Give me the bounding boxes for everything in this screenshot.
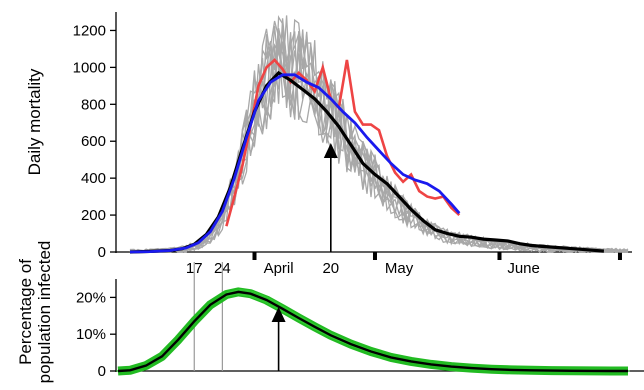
mortality-y-tick-label: 1200	[73, 22, 106, 39]
x-axis-label: June	[507, 260, 540, 277]
smoothed-line	[129, 73, 461, 254]
mortality-series	[129, 15, 629, 254]
mortality-y-tick-label: 200	[81, 207, 106, 224]
mortality-y-tick-label: 1000	[73, 59, 106, 76]
month-tick	[497, 252, 502, 260]
simulation-line	[130, 23, 629, 253]
x-axis-label: April	[264, 260, 294, 277]
infected-y-axis-label: Percentage ofpopulation infected	[16, 241, 54, 384]
mortality-y-tick-label: 800	[81, 96, 106, 113]
observed-deaths-line	[225, 58, 461, 227]
infected-y-tick-label: 0	[98, 363, 106, 380]
simulation-line	[130, 32, 629, 253]
simulation-line	[129, 25, 628, 253]
month-tick	[372, 252, 377, 260]
infected-realization	[117, 292, 628, 372]
simulation-line	[129, 27, 629, 253]
infected-y-tick-label: 10%	[76, 326, 106, 343]
infected-panel: 0 10% 20% Percentage ofpopulation infected	[16, 241, 644, 384]
infected-realization	[116, 293, 627, 372]
infected-y-tick-label: 20%	[76, 289, 106, 306]
infected-realization	[118, 290, 629, 372]
mortality-y-tick-label: 0	[98, 244, 106, 261]
model-mean-line	[129, 70, 605, 254]
x-axis-label: 20	[322, 260, 339, 277]
simulation-line	[129, 15, 628, 253]
infected-series	[116, 287, 630, 376]
simulation-line	[130, 20, 628, 254]
month-tick	[252, 252, 257, 260]
infected-axes: 0 10% 20%	[76, 262, 644, 380]
month-tick	[617, 252, 622, 260]
x-axis-label: May	[385, 260, 414, 277]
intervention-arrow-head-lower	[271, 307, 286, 322]
simulation-line	[129, 18, 628, 254]
infected-realization	[119, 288, 630, 372]
mortality-y-tick-label: 400	[81, 170, 106, 187]
mortality-y-axis-label: Daily mortality	[25, 68, 44, 175]
intervention-arrow-head	[323, 143, 338, 158]
infected-mean-line	[117, 290, 628, 373]
mortality-y-tick-label: 600	[81, 133, 106, 150]
simulation-line	[129, 18, 629, 253]
